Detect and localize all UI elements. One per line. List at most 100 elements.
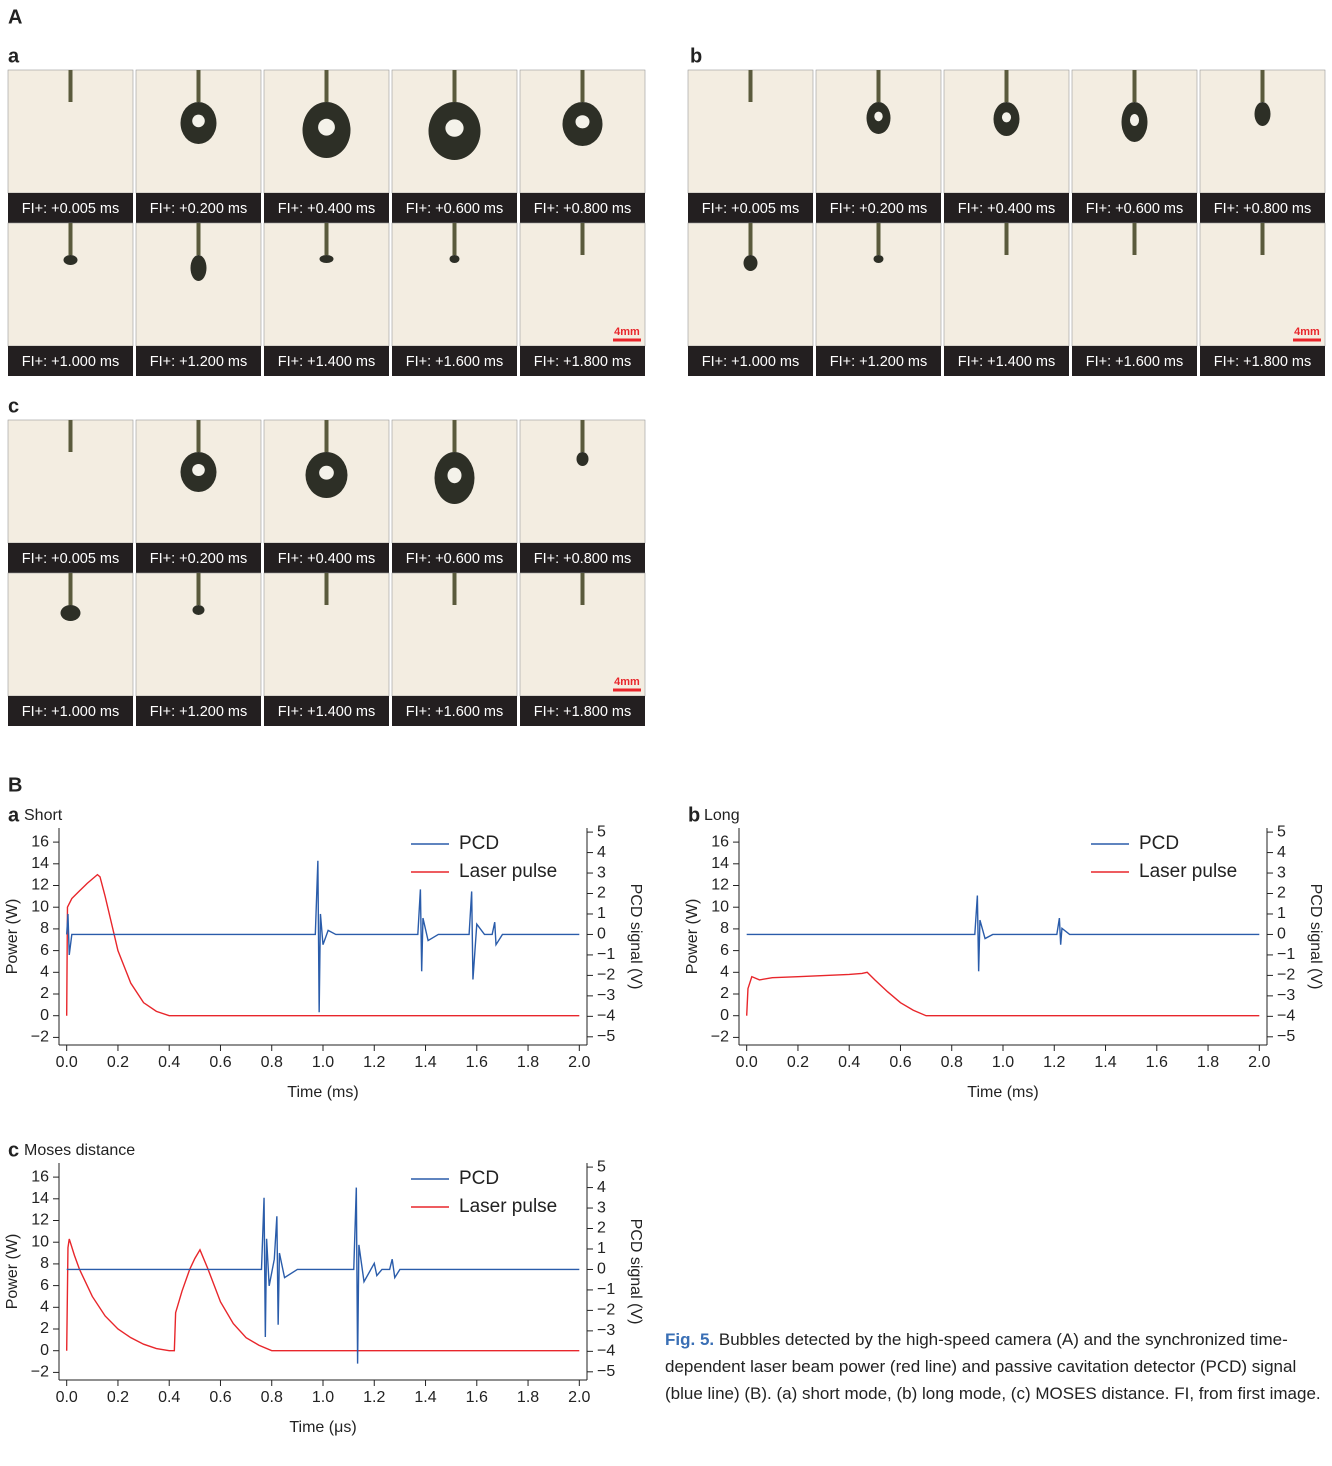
bubble [191,255,207,281]
needle [581,420,585,452]
needle [1005,70,1009,102]
x-tick-label: 2.0 [1248,1054,1270,1071]
x-tick-label: 1.8 [517,1389,539,1406]
needle [197,70,201,102]
frame-caption: FI+: +0.400 ms [278,551,376,567]
y2-tick-label: −2 [597,967,615,984]
y2-axis-label: PCD signal (V) [1307,884,1324,990]
frame-caption: FI+: +0.200 ms [830,201,928,217]
needle [69,573,73,605]
series-line [747,896,1260,972]
bubble [320,255,334,263]
y2-tick-label: −4 [597,1343,615,1360]
x-tick-label: 0.0 [56,1054,78,1071]
y-tick-label: 16 [31,1168,49,1185]
scale-bar-label: 4mm [1294,326,1320,338]
y-tick-label: 12 [31,877,49,894]
y-tick-label: 16 [711,833,729,850]
x-tick-label: 1.6 [466,1054,488,1071]
panel-label: b [688,804,700,826]
needle [69,420,73,452]
x-tick-label: 0.0 [736,1054,758,1071]
chart-title: Short [24,807,63,824]
y-tick-label: 2 [720,985,729,1002]
needle [581,223,585,255]
y-tick-label: 14 [31,1190,49,1207]
needle [1261,70,1265,102]
x-axis-label: Time (ms) [287,1084,358,1101]
frame-caption: FI+: +1.600 ms [1086,354,1184,370]
frame-caption: FI+: +0.005 ms [702,201,800,217]
y-tick-label: 14 [31,855,49,872]
frame-caption: FI+: +0.800 ms [534,551,632,567]
needle [453,70,457,102]
frame-caption: FI+: +0.005 ms [22,551,120,567]
x-tick-label: 1.2 [363,1389,385,1406]
bubble-highlight [318,119,335,136]
frame-caption: FI+: +1.000 ms [22,354,120,370]
y-tick-label: 16 [31,833,49,850]
x-tick-label: 0.0 [56,1389,78,1406]
caption-label: Fig. 5. [665,1330,714,1349]
frame-caption: FI+: +0.200 ms [150,551,248,567]
y-tick-label: 8 [40,1255,49,1272]
series-line [747,972,1260,1015]
needle [749,70,753,102]
needle [325,420,329,452]
panel-label: b [690,45,702,67]
needle [197,420,201,452]
y2-tick-label: 5 [597,823,606,840]
y2-tick-label: 2 [597,1220,606,1237]
y2-tick-label: −2 [597,1302,615,1319]
legend-label: PCD [1139,833,1179,854]
frame-caption: FI+: +1.200 ms [150,704,248,720]
y2-tick-label: 4 [597,1179,606,1196]
needle [197,223,201,255]
bubble [744,255,758,271]
x-tick-label: 0.8 [941,1054,963,1071]
y-tick-label: 6 [720,942,729,959]
x-tick-label: 0.4 [838,1054,860,1071]
y-tick-label: 14 [711,855,729,872]
x-tick-label: 1.2 [1043,1054,1065,1071]
needle [1133,70,1137,102]
figure-caption: Fig. 5. Bubbles detected by the high-spe… [665,1326,1332,1407]
x-tick-label: 1.0 [312,1389,334,1406]
frame-caption: FI+: +1.800 ms [1214,354,1312,370]
y2-tick-label: 2 [597,885,606,902]
y2-tick-label: −5 [1277,1028,1295,1045]
legend-label: Laser pulse [459,861,557,882]
bubble-highlight [874,112,882,122]
chart-title: Long [704,807,740,824]
section-label: A [8,6,22,28]
needle [749,223,753,255]
series-line [67,861,580,1013]
y2-tick-label: 5 [597,1158,606,1175]
frame-caption: FI+: +1.400 ms [958,354,1056,370]
needle [877,223,881,255]
y-axis-label: Power (W) [4,899,21,975]
y-tick-label: 2 [40,985,49,1002]
bubble [450,255,460,263]
frame-caption: FI+: +1.600 ms [406,704,504,720]
bubble [61,605,81,621]
caption-text: Bubbles detected by the high-speed camer… [665,1330,1321,1403]
bubble-highlight [448,468,462,484]
y-tick-label: −2 [711,1029,729,1046]
figure: A B aFI+: +0.005 msFI+: +0.200 msFI+: +0… [0,0,1332,1466]
y-tick-label: 0 [720,1007,729,1024]
needle [581,573,585,605]
needle [1005,223,1009,255]
y2-tick-label: −1 [597,946,615,963]
y2-tick-label: 1 [1277,905,1286,922]
x-tick-label: 1.4 [414,1054,436,1071]
x-axis-label: Time (μs) [289,1419,356,1436]
scale-bar-label: 4mm [614,326,640,338]
frame-caption: FI+: +1.000 ms [22,704,120,720]
y2-tick-label: 0 [597,926,606,943]
y2-tick-label: −2 [1277,967,1295,984]
y2-tick-label: 3 [597,1199,606,1216]
panel-label: c [8,1139,19,1161]
chart-title: Moses distance [24,1142,135,1159]
needle [325,573,329,605]
